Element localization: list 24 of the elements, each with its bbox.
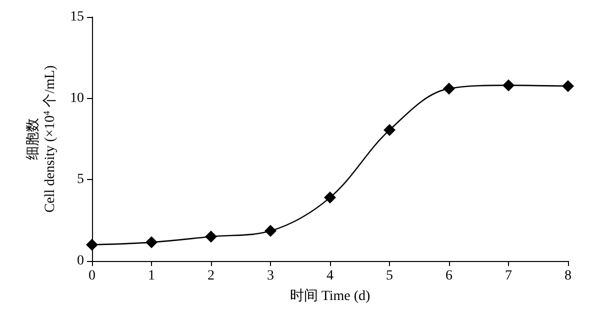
y-tick-label: 5 <box>77 172 84 188</box>
x-tick-label: 4 <box>326 268 334 284</box>
point <box>324 192 336 204</box>
y-tick-label: 15 <box>70 10 84 24</box>
y-tick-label: 10 <box>70 90 84 106</box>
point <box>86 238 98 251</box>
y-tick-label: 0 <box>77 254 84 268</box>
x-tick-label: 3 <box>267 268 274 284</box>
point <box>562 80 574 92</box>
point <box>443 82 455 95</box>
x-tick-label: 6 <box>446 268 452 284</box>
x-tick-label: 0 <box>88 268 96 284</box>
x-tick-label: 2 <box>208 268 214 284</box>
y-axis-title: 细胞数 Cell density (×104 个/mL) <box>25 65 58 213</box>
x-tick-label: 5 <box>386 268 393 284</box>
point <box>205 230 217 243</box>
point <box>502 79 514 92</box>
point <box>146 236 158 248</box>
point <box>384 124 396 136</box>
x-tick-label: 7 <box>505 268 512 284</box>
x-tick-label: 1 <box>148 268 155 284</box>
x-axis-title: 时间 Time (d) <box>290 288 371 304</box>
x-tick-label: 8 <box>564 268 572 284</box>
point <box>264 224 276 237</box>
